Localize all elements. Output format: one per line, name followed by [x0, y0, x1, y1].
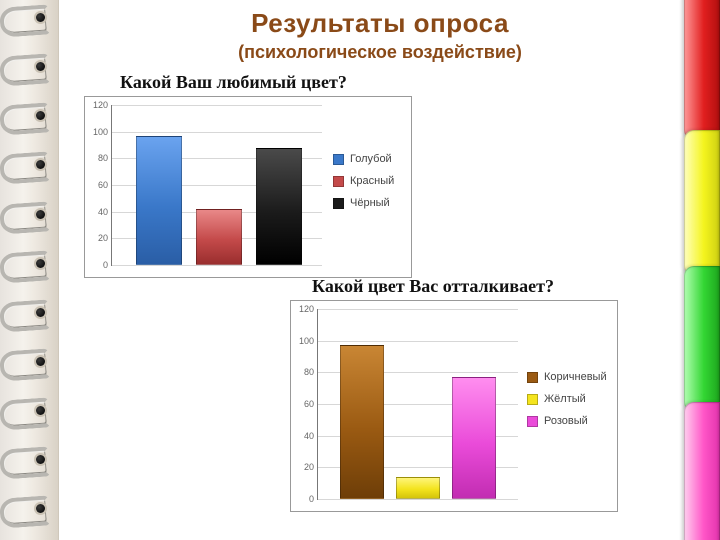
chart1-legend-item-2: Чёрный [333, 197, 394, 209]
legend-label: Красный [350, 175, 394, 187]
ytick-label: 100 [299, 336, 318, 346]
chart1: 020406080100120ГолубойКрасныйЧёрный [84, 96, 412, 278]
gridline [112, 132, 322, 133]
ytick-label: 0 [103, 260, 112, 270]
ytick-label: 60 [304, 399, 318, 409]
spiral-ring [6, 151, 50, 177]
legend-label: Голубой [350, 153, 392, 165]
spiral-ring [6, 348, 50, 374]
gridline [318, 499, 518, 500]
legend-swatch [333, 198, 344, 209]
chart2-legend: Коричневый Жёлтый Розовый [527, 371, 607, 437]
ytick-label: 40 [98, 207, 112, 217]
chart1-bar-2 [256, 148, 302, 265]
spiral-ring [6, 4, 50, 30]
ytick-label: 100 [93, 127, 112, 137]
ytick-label: 60 [98, 180, 112, 190]
spiral-ring [6, 495, 50, 521]
spiral-ring [6, 250, 50, 276]
ytick-label: 80 [304, 367, 318, 377]
legend-swatch [527, 416, 538, 427]
legend-label: Коричневый [544, 371, 607, 383]
spiral-ring [6, 446, 50, 472]
gridline [318, 341, 518, 342]
spiral-ring [6, 53, 50, 79]
legend-swatch [333, 154, 344, 165]
chart1-bar-1 [196, 209, 242, 265]
ytick-label: 20 [98, 233, 112, 243]
chart2-legend-item-0: Коричневый [527, 371, 607, 383]
page-subtitle: (психологическое воздействие) [80, 42, 680, 63]
slide: Результаты опроса (психологическое возде… [0, 0, 720, 540]
spiral-ring [6, 397, 50, 423]
tab-red[interactable] [684, 0, 720, 140]
ytick-label: 120 [93, 100, 112, 110]
spiral-ring [6, 102, 50, 128]
legend-swatch [527, 372, 538, 383]
chart1-legend-item-1: Красный [333, 175, 394, 187]
ytick-label: 40 [304, 431, 318, 441]
tab-green[interactable] [684, 266, 720, 412]
spiral-binding [0, 0, 59, 540]
chart2-title: Какой цвет Вас отталкивает? [312, 276, 554, 297]
chart1-plot: 020406080100120 [111, 105, 322, 266]
tab-pink[interactable] [684, 402, 720, 540]
ytick-label: 120 [299, 304, 318, 314]
tab-yellow[interactable] [684, 130, 720, 276]
spiral-ring [6, 201, 50, 227]
legend-swatch [333, 176, 344, 187]
gridline [112, 105, 322, 106]
ytick-label: 80 [98, 153, 112, 163]
legend-label: Розовый [544, 415, 588, 427]
gridline [318, 309, 518, 310]
gridline [112, 265, 322, 266]
chart2-bar-0 [340, 345, 384, 499]
chart2: 020406080100120КоричневыйЖёлтыйРозовый [290, 300, 618, 512]
ytick-label: 0 [309, 494, 318, 504]
legend-label: Жёлтый [544, 393, 586, 405]
chart1-legend-item-0: Голубой [333, 153, 394, 165]
chart2-legend-item-2: Розовый [527, 415, 607, 427]
legend-swatch [527, 394, 538, 405]
chart2-bar-1 [396, 477, 440, 499]
chart2-plot: 020406080100120 [317, 309, 518, 500]
chart2-bar-2 [452, 377, 496, 499]
page-title: Результаты опроса [80, 8, 680, 39]
chart2-legend-item-1: Жёлтый [527, 393, 607, 405]
legend-label: Чёрный [350, 197, 390, 209]
spiral-ring [6, 299, 50, 325]
chart1-bar-0 [136, 136, 182, 265]
ytick-label: 20 [304, 462, 318, 472]
chart1-title: Какой Ваш любимый цвет? [120, 72, 347, 93]
chart1-legend: Голубой Красный Чёрный [333, 153, 394, 219]
